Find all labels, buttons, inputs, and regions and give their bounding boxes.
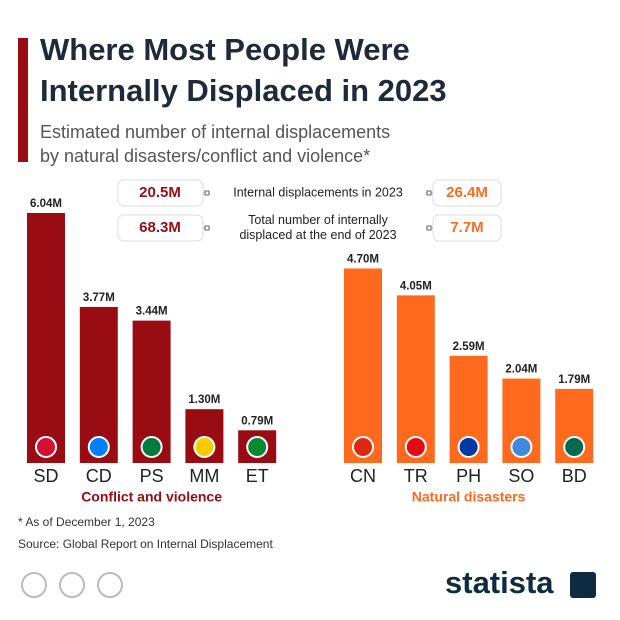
stat-box [117,214,204,242]
x-tick-label: ET [246,466,269,486]
stat-box [432,214,502,242]
group-label: Natural disasters [412,489,526,505]
stat-value: 20.5M [139,184,181,201]
stat-value: 26.4M [446,184,488,201]
accent-bar [18,38,28,162]
flag [563,436,586,458]
stat-label-bg [210,183,426,203]
logo-icon [570,572,596,598]
tick-square [204,190,210,196]
value-label: 4.70M [347,253,379,265]
value-label: 1.79M [558,374,590,386]
logo: statista [445,565,554,600]
bar [27,213,65,463]
x-tick-label: SO [508,466,534,486]
value-label: 3.77M [83,292,115,304]
bar [344,268,382,463]
value-label: 2.59M [453,341,485,353]
value-label: 3.44M [136,306,168,318]
stat-value: 68.3M [139,219,181,236]
subtitle-line: Estimated number of internal displacemen… [40,122,390,142]
x-tick-label: BD [562,466,587,486]
footnote: * As of December 1, 2023 [18,515,155,529]
stat-box [117,179,204,207]
flag [35,436,57,458]
tick-square [204,225,210,231]
tick-square [426,190,432,196]
x-tick-label: PH [456,466,481,486]
subtitle-line: by natural disasters/conflict and violen… [40,146,370,166]
title-line: Internally Displaced in 2023 [40,73,447,108]
tick-square [426,225,432,231]
source: Source: Global Report on Internal Displa… [18,537,273,551]
stat-box [432,179,502,207]
x-tick-label: MM [189,466,219,486]
flag [87,436,110,458]
flag [510,436,533,458]
group-label: Conflict and violence [81,489,222,505]
flag [246,436,269,458]
stat-label: displaced at the end of 2023 [239,228,396,242]
flag [193,436,216,458]
stat-label: Total number of internally [248,213,388,227]
flag [457,436,480,458]
x-tick-label: TR [404,466,428,486]
flag [404,436,427,458]
title-line: Where Most People Were [40,32,410,67]
flag [352,436,374,458]
x-tick-label: PS [140,466,164,486]
value-label: 6.04M [30,198,62,210]
flag [140,436,163,458]
stat-label-bg [210,211,426,245]
license-icons [21,572,123,598]
value-label: 0.79M [241,415,273,427]
x-tick-label: CD [86,466,112,486]
stat-value: 7.7M [450,219,483,236]
bar [396,295,435,463]
value-label: 2.04M [505,364,537,376]
stat-label: Internal displacements in 2023 [233,185,403,199]
x-tick-label: SD [33,466,58,486]
x-tick-label: CN [350,466,376,486]
value-label: 1.30M [188,394,220,406]
value-label: 4.05M [400,280,432,292]
